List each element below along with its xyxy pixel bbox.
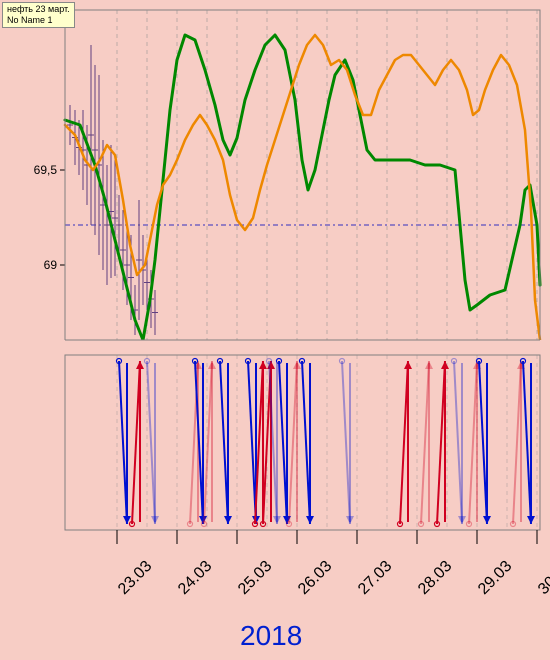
chart-container: нефть 23 март. No Name 1 69,569 23.0324.… (0, 0, 550, 660)
svg-text:69: 69 (44, 258, 58, 272)
year-label: 2018 (240, 620, 302, 652)
svg-text:69,5: 69,5 (34, 163, 58, 177)
chart-svg: 69,5 69 (0, 0, 550, 660)
legend-box: нефть 23 март. No Name 1 (2, 2, 75, 28)
legend-line-2: No Name 1 (7, 15, 70, 26)
legend-line-1: нефть 23 март. (7, 4, 70, 15)
